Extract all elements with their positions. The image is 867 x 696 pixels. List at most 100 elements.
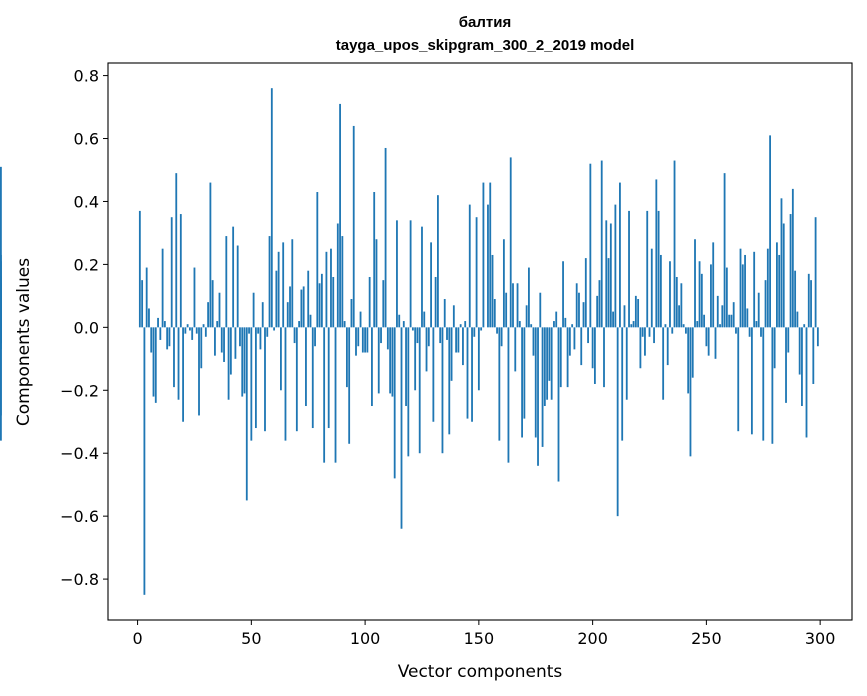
plot-frame xyxy=(107,62,853,621)
bar-172 xyxy=(528,267,530,328)
bar-228 xyxy=(655,179,658,328)
bar-123 xyxy=(416,327,419,344)
bar-33 xyxy=(211,280,214,328)
bar-188 xyxy=(564,317,567,328)
x-tick-label: 250 xyxy=(691,629,722,648)
bar-212 xyxy=(619,182,621,328)
bar-112 xyxy=(391,327,394,397)
bar-48 xyxy=(245,327,248,501)
x-tick-label: 300 xyxy=(805,629,836,648)
bar-undefined xyxy=(0,276,2,328)
bar-194 xyxy=(578,292,580,328)
bar-159 xyxy=(498,327,501,441)
x-tick-label: 100 xyxy=(350,629,381,648)
bar-263 xyxy=(735,327,737,334)
bar-219 xyxy=(634,295,637,328)
bar-297 xyxy=(812,327,815,384)
bar-254 xyxy=(714,327,717,359)
bar-73 xyxy=(302,286,305,328)
bar-252 xyxy=(710,264,712,328)
bar-162 xyxy=(505,292,508,328)
bar-249 xyxy=(703,314,706,328)
y-axis-label: Components values xyxy=(14,258,34,426)
y-tick-label: −0.8 xyxy=(60,570,99,589)
chart-title: балтия xyxy=(459,14,511,31)
bar-77 xyxy=(311,327,314,429)
bar-196 xyxy=(582,302,585,328)
bar-2 xyxy=(141,280,144,328)
bar-114 xyxy=(396,220,398,328)
bar-52 xyxy=(254,327,257,429)
bar-55 xyxy=(261,302,264,328)
bar-128 xyxy=(427,327,430,347)
bar-225 xyxy=(648,327,651,337)
bar-214 xyxy=(623,305,626,328)
bar-235 xyxy=(671,327,674,334)
x-tick-label: 150 xyxy=(464,629,495,648)
bar-84 xyxy=(327,327,330,429)
bar-25 xyxy=(193,267,196,328)
bar-210 xyxy=(614,204,617,328)
bar-67 xyxy=(289,286,291,328)
bar-series xyxy=(0,88,819,595)
bar-35 xyxy=(216,321,219,328)
bar-102 xyxy=(368,276,371,328)
x-tick-label: 200 xyxy=(577,629,608,648)
bar-165 xyxy=(512,283,514,328)
bar-205 xyxy=(603,327,605,388)
bar-242 xyxy=(687,327,690,394)
bar-7 xyxy=(152,327,155,397)
bar-187 xyxy=(562,261,564,328)
bar-233 xyxy=(666,327,669,366)
bar-27 xyxy=(198,327,200,416)
bar-203 xyxy=(598,280,601,328)
bar-216 xyxy=(628,210,630,328)
bar-125 xyxy=(421,226,423,328)
bar-31 xyxy=(207,302,210,328)
bar-232 xyxy=(664,324,667,328)
bar-92 xyxy=(345,327,348,388)
bar-238 xyxy=(678,305,680,328)
bar-94 xyxy=(350,299,353,328)
bar-80 xyxy=(318,283,321,328)
bar-120 xyxy=(409,220,412,328)
bar-193 xyxy=(575,283,578,328)
bar-285 xyxy=(785,327,787,403)
bar-20 xyxy=(182,327,184,422)
bar-91 xyxy=(343,321,346,328)
bar-174 xyxy=(532,327,535,356)
bar-149 xyxy=(475,217,478,328)
bar-154 xyxy=(487,204,489,328)
bar-274 xyxy=(760,327,762,337)
bar-171 xyxy=(525,305,528,328)
bar-161 xyxy=(502,239,505,328)
bar-189 xyxy=(566,327,569,388)
bar-104 xyxy=(373,192,376,328)
bar-151 xyxy=(480,327,483,331)
bar-186 xyxy=(559,327,562,388)
bar-156 xyxy=(491,254,494,328)
bar-268 xyxy=(746,308,749,328)
bar-158 xyxy=(496,327,498,334)
bar-46 xyxy=(241,327,244,397)
bar-150 xyxy=(477,327,480,391)
bar-293 xyxy=(803,324,806,328)
bar-239 xyxy=(680,283,683,328)
bar-72 xyxy=(300,289,303,328)
bar-108 xyxy=(382,280,385,328)
bar-191 xyxy=(571,324,574,328)
bar-17 xyxy=(175,173,178,328)
bar-107 xyxy=(380,327,382,344)
bar-164 xyxy=(509,157,512,328)
bar-166 xyxy=(514,327,517,372)
bar-296 xyxy=(810,280,812,328)
bar-246 xyxy=(696,321,699,328)
x-tick-label: 50 xyxy=(241,629,261,648)
bar-76 xyxy=(309,314,312,328)
y-tick-label: −0.4 xyxy=(60,444,99,463)
bar-45 xyxy=(239,327,241,347)
bar-63 xyxy=(280,327,282,391)
bar-197 xyxy=(584,258,587,328)
bar-215 xyxy=(625,327,628,400)
bar-144 xyxy=(464,321,467,328)
